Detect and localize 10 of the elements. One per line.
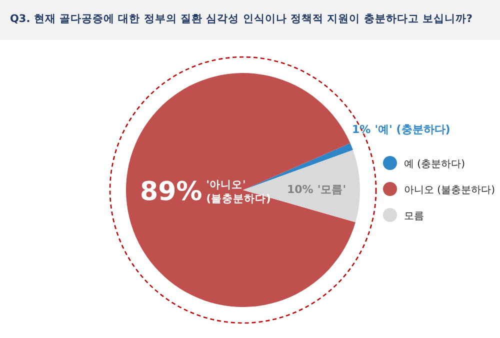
text: '예' (충분하다) bbox=[374, 123, 450, 136]
legend-label: 예 (충분하다) bbox=[404, 159, 466, 170]
text: '모름' bbox=[317, 183, 346, 196]
text: '아니오' (불충분하다) bbox=[206, 179, 271, 205]
legend-label: 아니오 (불충분하다) bbox=[404, 185, 496, 196]
data-label: 89% bbox=[140, 177, 202, 207]
legend-label: 모름 bbox=[404, 211, 424, 222]
data-label: 10% bbox=[287, 183, 314, 196]
data-label: 1% bbox=[352, 123, 371, 136]
chart-title: Q3. 현재 골다공증에 대한 정부의 질환 심각성 인식이나 정책적 지원이 충분하다고 보십니까? bbox=[10, 13, 473, 25]
